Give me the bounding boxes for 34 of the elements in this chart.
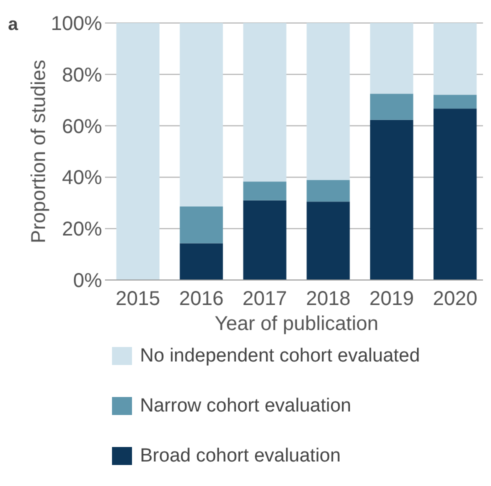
legend-label: Narrow cohort evaluation — [140, 396, 352, 417]
bar — [434, 108, 477, 280]
bar — [434, 94, 477, 109]
x-tick-label: 2020 — [432, 288, 478, 310]
bar — [243, 200, 286, 280]
y-tick-label: 20% — [62, 218, 102, 241]
x-tick-label: 2015 — [116, 288, 160, 310]
x-tick-label: 2019 — [369, 288, 414, 310]
text: a — [8, 14, 19, 34]
x-tick-label: 2018 — [306, 288, 350, 310]
y-tick-label: 40% — [62, 167, 102, 190]
bar — [243, 23, 286, 182]
legend-label: No independent cohort evaluated — [140, 346, 420, 367]
y-tick-label: 0% — [73, 270, 102, 292]
x-axis-title: Year of publication — [214, 313, 378, 335]
bar — [180, 206, 223, 244]
bar — [306, 202, 350, 280]
y-tick-label: 60% — [62, 116, 102, 138]
bar — [370, 23, 414, 94]
bar — [243, 182, 286, 200]
y-axis-title: Proportion of studies — [28, 60, 50, 244]
y-tick-label: 80% — [62, 64, 102, 86]
legend-label: Broad cohort evaluation — [140, 446, 341, 467]
bar — [306, 23, 350, 180]
bar — [370, 94, 414, 120]
y-tick-label: 100% — [50, 13, 102, 35]
bar — [370, 120, 414, 280]
bar — [180, 243, 223, 280]
bar — [434, 23, 477, 95]
bar — [306, 180, 350, 202]
bar — [116, 23, 160, 280]
bar — [180, 23, 223, 206]
x-tick-label: 2017 — [242, 288, 288, 310]
x-tick-label: 2016 — [179, 288, 224, 310]
